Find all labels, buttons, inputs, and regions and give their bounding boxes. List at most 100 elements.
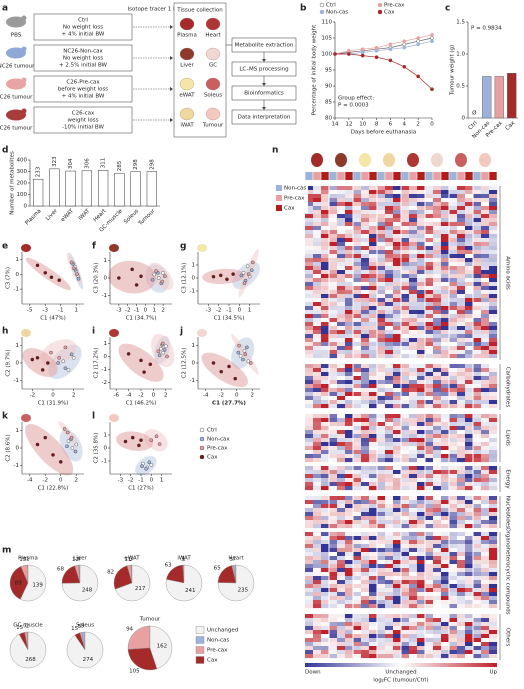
heatmap-cell (417, 426, 425, 430)
heatmap-cell (449, 446, 457, 450)
heatmap-cell (449, 206, 457, 210)
y-tick-label: 1 (104, 433, 108, 439)
heatmap-cell (457, 302, 465, 306)
y-tick-label: 1.0 (456, 52, 465, 58)
heatmap-cell (377, 396, 385, 400)
heatmap-cell (385, 310, 393, 314)
heatmap-cell (489, 384, 497, 388)
heatmap-cell (433, 446, 441, 450)
legend-swatch (196, 637, 204, 644)
heatmap-cell (489, 478, 497, 482)
heatmap-cell (369, 346, 377, 350)
heatmap-cell (305, 650, 313, 654)
heatmap-cell (449, 210, 457, 214)
heatmap-cell (425, 418, 433, 422)
heatmap-cell (361, 430, 369, 434)
heatmap-cell (313, 210, 321, 214)
y-tick-label: 0 (104, 276, 108, 282)
heatmap-cell (457, 282, 465, 286)
heatmap-cell (481, 454, 489, 458)
heatmap-cell (345, 372, 353, 376)
y-tick-label: 1 (16, 257, 20, 263)
heatmap-cell (401, 322, 409, 326)
x-tick-label: Cax (505, 120, 517, 132)
heatmap-cell (481, 482, 489, 486)
heatmap-cell (361, 392, 369, 396)
point (75, 273, 78, 276)
heatmap-cell (369, 638, 377, 642)
heatmap-cell (465, 470, 473, 474)
group-desc: No weight loss (63, 25, 103, 31)
heatmap-cell (345, 376, 353, 380)
heatmap-cell (465, 218, 473, 222)
heatmap-cell (425, 226, 433, 230)
heatmap-cell (321, 234, 329, 238)
heatmap-cell (377, 580, 385, 584)
heatmap-cell (449, 532, 457, 536)
heatmap-cell (473, 572, 481, 576)
heatmap-cell (329, 544, 337, 548)
heatmap-cell (385, 592, 393, 596)
heatmap-cell (369, 210, 377, 214)
heatmap-cell (489, 580, 497, 584)
heatmap-cell (377, 630, 385, 634)
heatmap-cell (473, 354, 481, 358)
group-label: Others (505, 628, 511, 647)
value-label: 323 (52, 156, 58, 167)
heatmap-cell (401, 350, 409, 354)
heatmap-cell (457, 218, 465, 222)
point (361, 54, 364, 57)
heatmap-cell (441, 210, 449, 214)
heatmap-cell (489, 218, 497, 222)
heatmap-cell (465, 194, 473, 198)
heatmap-cell (369, 486, 377, 490)
heatmap-cell (321, 230, 329, 234)
heatmap-cell (449, 618, 457, 622)
heatmap-cell (441, 372, 449, 376)
heatmap-cell (353, 278, 361, 282)
heatmap-cell (321, 614, 329, 618)
heatmap-cell (353, 508, 361, 512)
heatmap-cell (481, 618, 489, 622)
heatmap-cell (321, 380, 329, 384)
heatmap-cell (409, 194, 417, 198)
heatmap-cell (353, 496, 361, 500)
x-tick-label: 2 (161, 308, 165, 314)
heatmap-cell (473, 326, 481, 330)
heatmap-cell (457, 482, 465, 486)
heatmap-cell (321, 226, 329, 230)
heatmap-cell (361, 222, 369, 226)
heatmap-cell (457, 380, 465, 384)
group-name: C26-cax (72, 111, 95, 117)
heatmap-cell (369, 600, 377, 604)
x-tick-label: 0 (238, 308, 242, 314)
heatmap-cell (353, 384, 361, 388)
heatmap-cell (449, 520, 457, 524)
heatmap-cell (481, 282, 489, 286)
heatmap-cell (481, 400, 489, 404)
heatmap-cell (441, 450, 449, 454)
heatmap-cell (353, 368, 361, 372)
heatmap-cell (313, 418, 321, 422)
heatmap-cell (345, 630, 353, 634)
heatmap-cell (337, 234, 345, 238)
y-tick-label: -1 (14, 378, 19, 384)
y-tick-label: 200 (17, 181, 28, 187)
heatmap-cell (329, 302, 337, 306)
heatmap-cell (369, 634, 377, 638)
heatmap-cell (345, 466, 353, 470)
heatmap-cell (425, 354, 433, 358)
heatmap-cell (353, 454, 361, 458)
heatmap-cell (337, 552, 345, 556)
heatmap-cell (369, 474, 377, 478)
heatmap-cell (369, 314, 377, 318)
bar (98, 170, 108, 206)
heatmap-cell (385, 434, 393, 438)
heatmap-cell (353, 206, 361, 210)
y-tick-label: 0 (192, 361, 196, 367)
heatmap-cell (329, 638, 337, 642)
heatmap-cell (457, 396, 465, 400)
heatmap-cell (409, 588, 417, 592)
heatmap-cell (385, 218, 393, 222)
group-desc: + 4% initial BW (62, 32, 105, 38)
